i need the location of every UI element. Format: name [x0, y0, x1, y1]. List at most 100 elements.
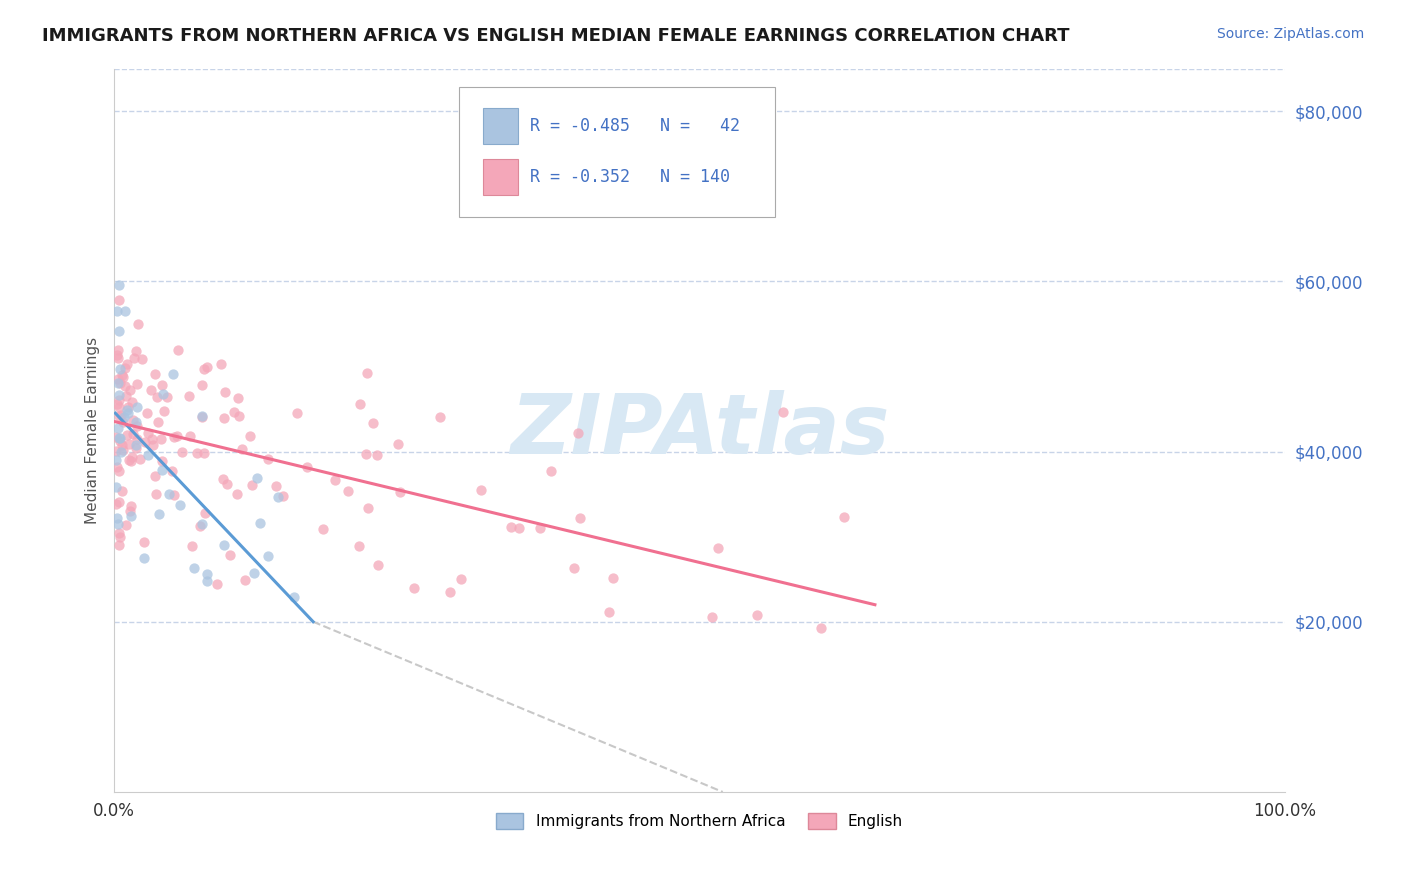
Point: [132, 551, 155, 566]
Point: [186, 445, 208, 459]
Point: [121, 450, 143, 465]
Point: [134, 435, 156, 450]
Point: [148, 507, 170, 521]
Point: [108, 324, 131, 338]
Point: [120, 383, 142, 397]
Point: [105, 348, 128, 362]
Point: [110, 368, 132, 383]
Point: [145, 487, 167, 501]
Point: [107, 517, 129, 532]
Point: [439, 584, 461, 599]
Point: [107, 343, 129, 357]
Point: [264, 479, 287, 493]
Point: [105, 497, 128, 511]
Point: [602, 571, 624, 585]
Point: [115, 428, 138, 442]
Point: [162, 367, 184, 381]
Point: [117, 400, 139, 414]
Point: [150, 463, 173, 477]
Point: [153, 404, 176, 418]
Point: [194, 507, 217, 521]
Point: [163, 430, 186, 444]
Point: [121, 426, 143, 441]
Point: [312, 522, 335, 536]
Point: [470, 483, 492, 498]
Text: R = -0.352   N = 140: R = -0.352 N = 140: [530, 168, 730, 186]
Point: [105, 397, 128, 411]
Point: [108, 400, 131, 414]
Point: [107, 431, 129, 445]
Text: ZIPAtlas: ZIPAtlas: [509, 390, 889, 471]
Point: [357, 500, 380, 515]
Point: [450, 573, 472, 587]
Point: [125, 432, 148, 446]
Point: [181, 539, 204, 553]
Point: [108, 392, 131, 407]
Point: [117, 406, 139, 420]
Text: R = -0.485   N =   42: R = -0.485 N = 42: [530, 118, 740, 136]
Point: [125, 400, 148, 414]
Point: [214, 385, 236, 400]
Point: [191, 516, 214, 531]
Point: [222, 405, 245, 419]
Point: [108, 495, 131, 509]
Point: [110, 431, 132, 445]
Point: [190, 409, 212, 424]
Legend: Immigrants from Northern Africa, English: Immigrants from Northern Africa, English: [489, 806, 910, 835]
Point: [125, 377, 148, 392]
Y-axis label: Median Female Earnings: Median Female Earnings: [86, 336, 100, 524]
Point: [156, 390, 179, 404]
Point: [136, 406, 159, 420]
Point: [121, 395, 143, 409]
Point: [257, 452, 280, 467]
Point: [112, 410, 135, 425]
Point: [111, 443, 134, 458]
Point: [356, 366, 378, 380]
Point: [105, 510, 128, 524]
Point: [271, 489, 294, 503]
Point: [598, 605, 620, 619]
Point: [246, 471, 269, 485]
Point: [219, 548, 242, 562]
Point: [569, 511, 592, 525]
Point: [177, 389, 200, 403]
Point: [834, 509, 856, 524]
Point: [150, 454, 173, 468]
Point: [107, 372, 129, 386]
Point: [110, 408, 132, 422]
Point: [349, 397, 371, 411]
Point: [191, 377, 214, 392]
Point: [702, 609, 724, 624]
Point: [157, 487, 180, 501]
Point: [108, 409, 131, 423]
Text: Source: ZipAtlas.com: Source: ZipAtlas.com: [1216, 27, 1364, 41]
Point: [429, 409, 451, 424]
Point: [122, 351, 145, 366]
Point: [240, 477, 263, 491]
Point: [195, 574, 218, 588]
Point: [166, 428, 188, 442]
Text: IMMIGRANTS FROM NORTHERN AFRICA VS ENGLISH MEDIAN FEMALE EARNINGS CORRELATION CH: IMMIGRANTS FROM NORTHERN AFRICA VS ENGLI…: [42, 27, 1070, 45]
Point: [148, 415, 170, 429]
Point: [215, 476, 238, 491]
Point: [179, 429, 201, 443]
Point: [111, 484, 134, 499]
Point: [108, 376, 131, 391]
Point: [118, 437, 141, 451]
Point: [402, 581, 425, 595]
Point: [120, 508, 142, 523]
Point: [120, 454, 142, 468]
Point: [239, 429, 262, 443]
Point: [267, 490, 290, 504]
Point: [389, 485, 412, 500]
Point: [114, 379, 136, 393]
Point: [193, 362, 215, 376]
Point: [706, 541, 728, 555]
Point: [125, 343, 148, 358]
Point: [107, 526, 129, 541]
Point: [129, 451, 152, 466]
Point: [141, 432, 163, 446]
Point: [105, 460, 128, 475]
Point: [150, 433, 173, 447]
Point: [367, 558, 389, 572]
